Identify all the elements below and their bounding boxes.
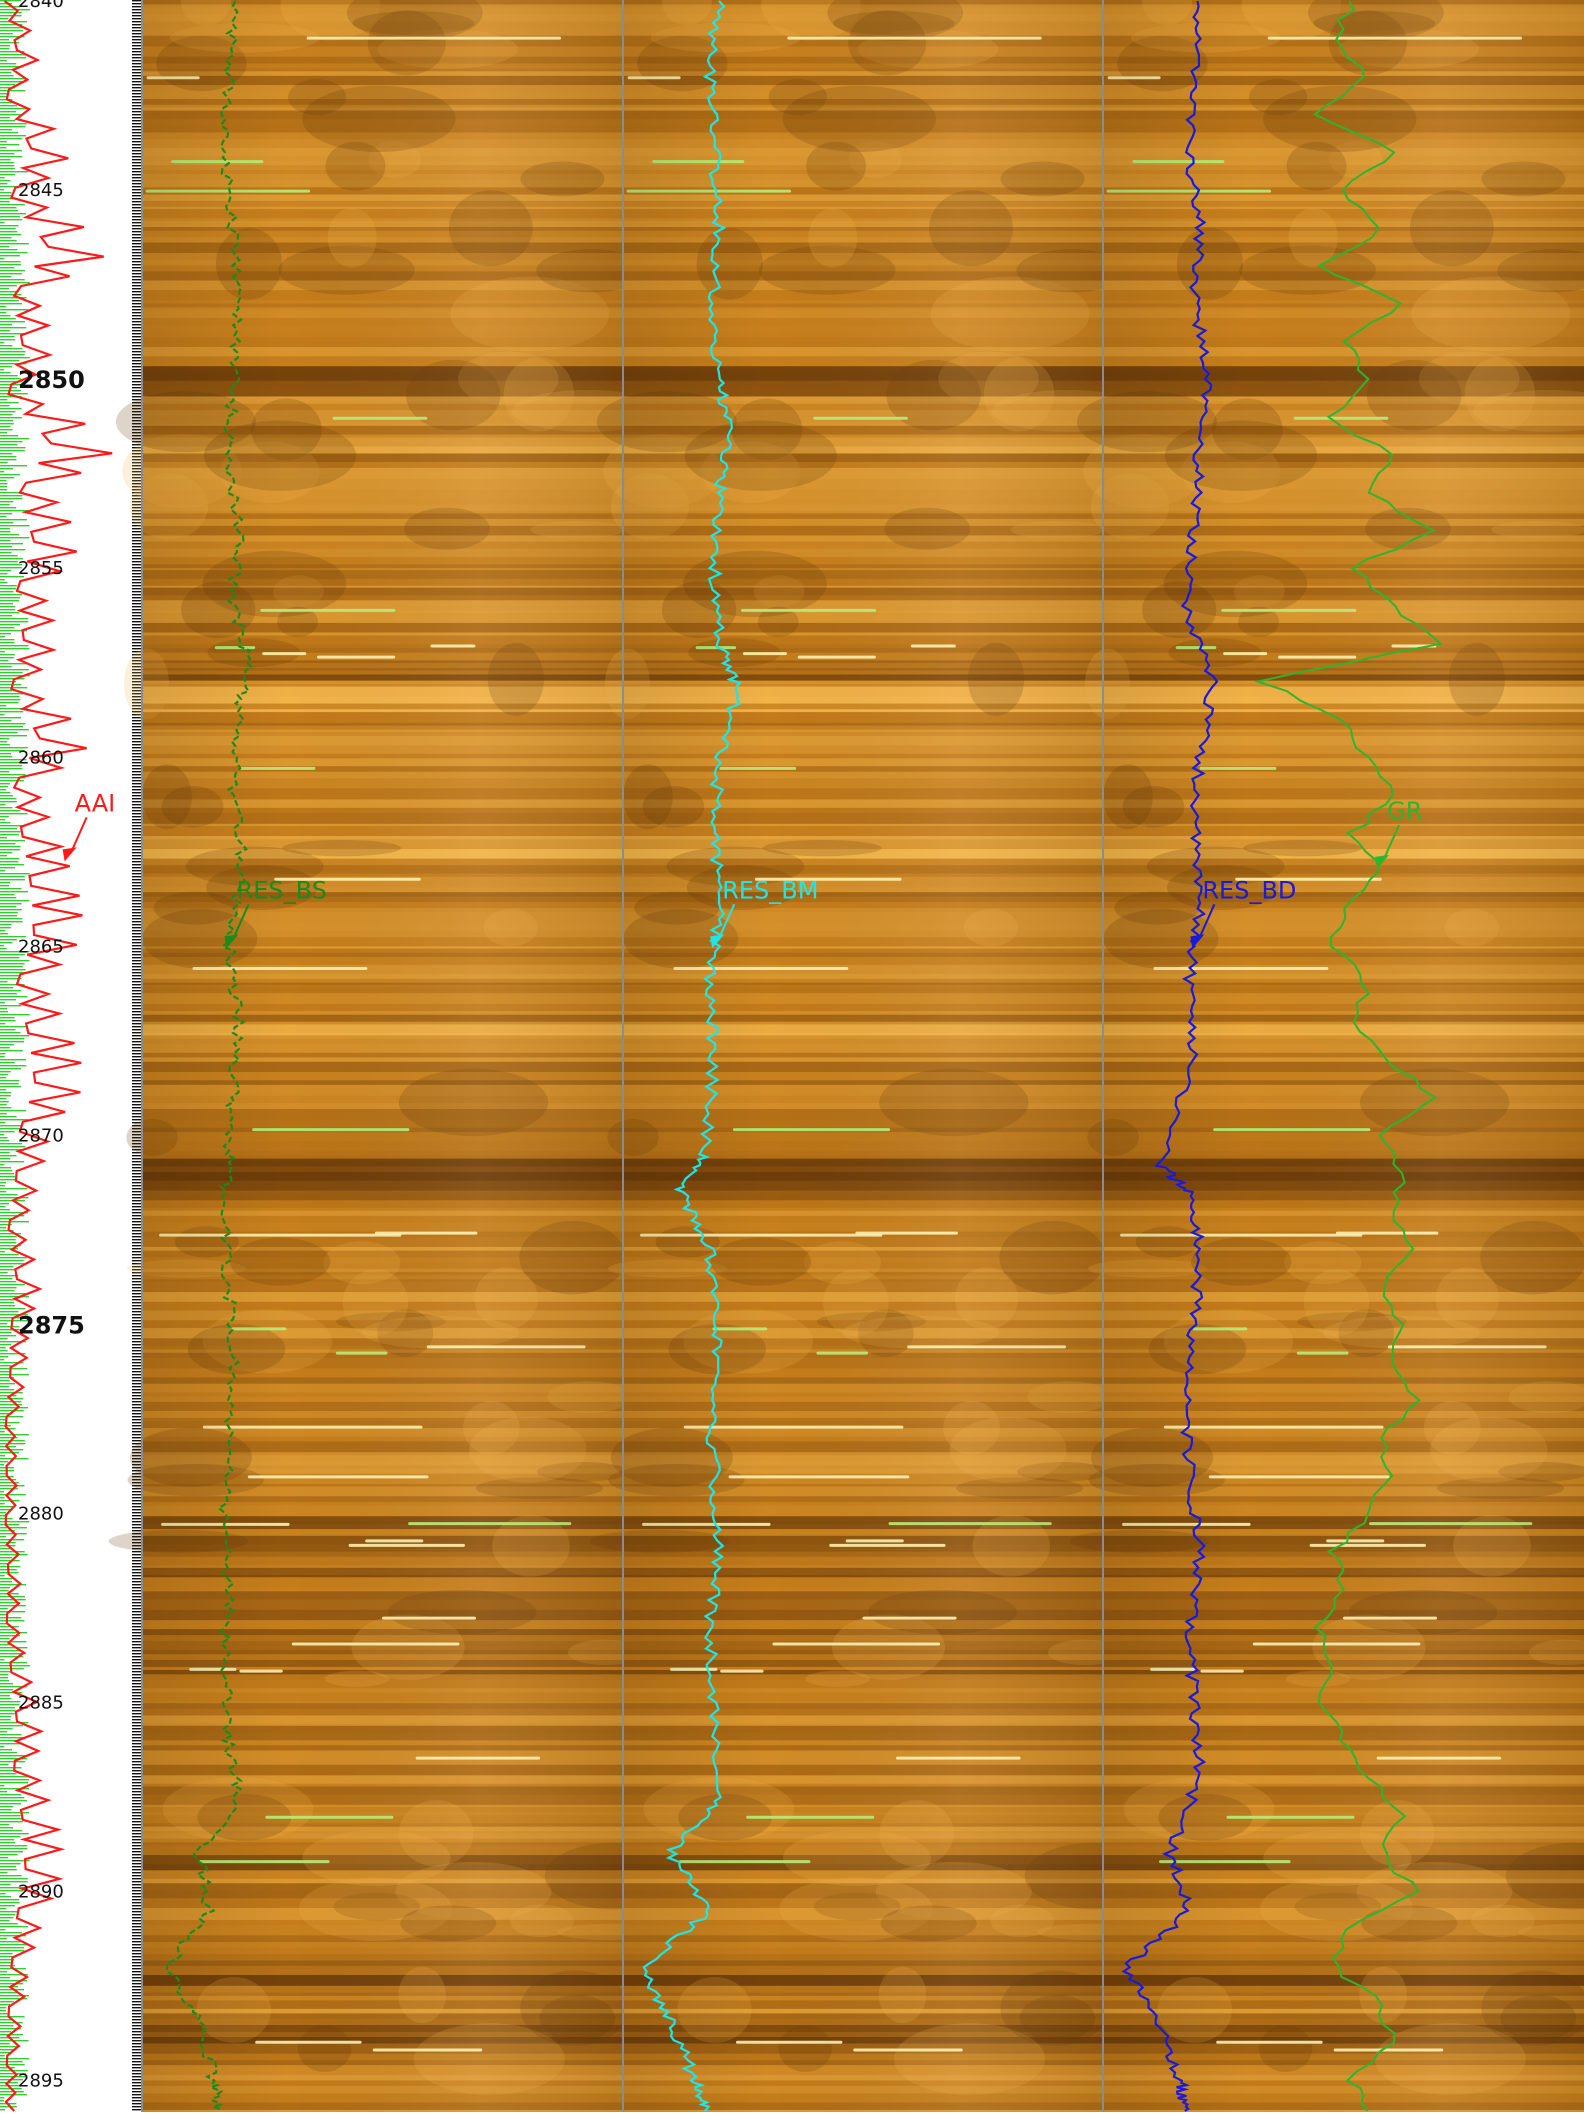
depth-tick-2855: 2855 — [18, 558, 64, 579]
image-track-1 — [108, 0, 681, 2116]
annotation-label: GR — [1387, 797, 1422, 825]
annotation-aai: AAI — [62, 789, 116, 862]
curves — [3, 0, 1444, 2112]
curve-res-bs — [165, 0, 253, 2112]
depth-tick-2875: 2875 — [18, 1311, 85, 1339]
image-track-3 — [1069, 0, 1584, 2116]
image-tracks — [108, 0, 1584, 2116]
depth-tick-2890: 2890 — [18, 1882, 64, 1903]
depth-tick-2850: 2850 — [18, 366, 85, 394]
annotation-label: AAI — [75, 789, 116, 817]
annotation-label: RES_BS — [237, 876, 327, 904]
curve-res-bd — [1121, 0, 1219, 2112]
depth-tick-2865: 2865 — [18, 936, 64, 957]
annotation-res-bs: RES_BS — [224, 876, 327, 949]
curve-annotations: AAI RES_BS RES_BM RES_BD GR — [62, 789, 1422, 949]
annotation-res-bd: RES_BD — [1190, 876, 1296, 949]
depth-tick-2895: 2895 — [18, 2071, 64, 2092]
depth-axis-strip — [0, 0, 142, 2111]
image-track-2 — [589, 0, 1161, 2116]
depth-tick-2840: 2840 — [18, 0, 64, 12]
depth-tick-2880: 2880 — [18, 1504, 64, 1525]
depth-tick-2885: 2885 — [18, 1693, 64, 1714]
annotation-label: RES_BM — [722, 876, 818, 904]
annotation-res-bm: RES_BM — [710, 876, 818, 949]
annotation-label: RES_BD — [1202, 876, 1296, 904]
depth-tick-2860: 2860 — [18, 747, 64, 768]
curve-gr — [1253, 0, 1444, 2112]
depth-tick-labels: 2840 2845 2850 2855 2860 2865 2870 2875 2880 2885… — [18, 0, 85, 2092]
depth-tick-2870: 2870 — [18, 1125, 64, 1146]
annotation-gr: GR — [1375, 797, 1422, 869]
depth-tick-2845: 2845 — [18, 180, 64, 201]
curve-res-bm — [642, 0, 742, 2112]
curve-aai — [3, 0, 113, 2112]
